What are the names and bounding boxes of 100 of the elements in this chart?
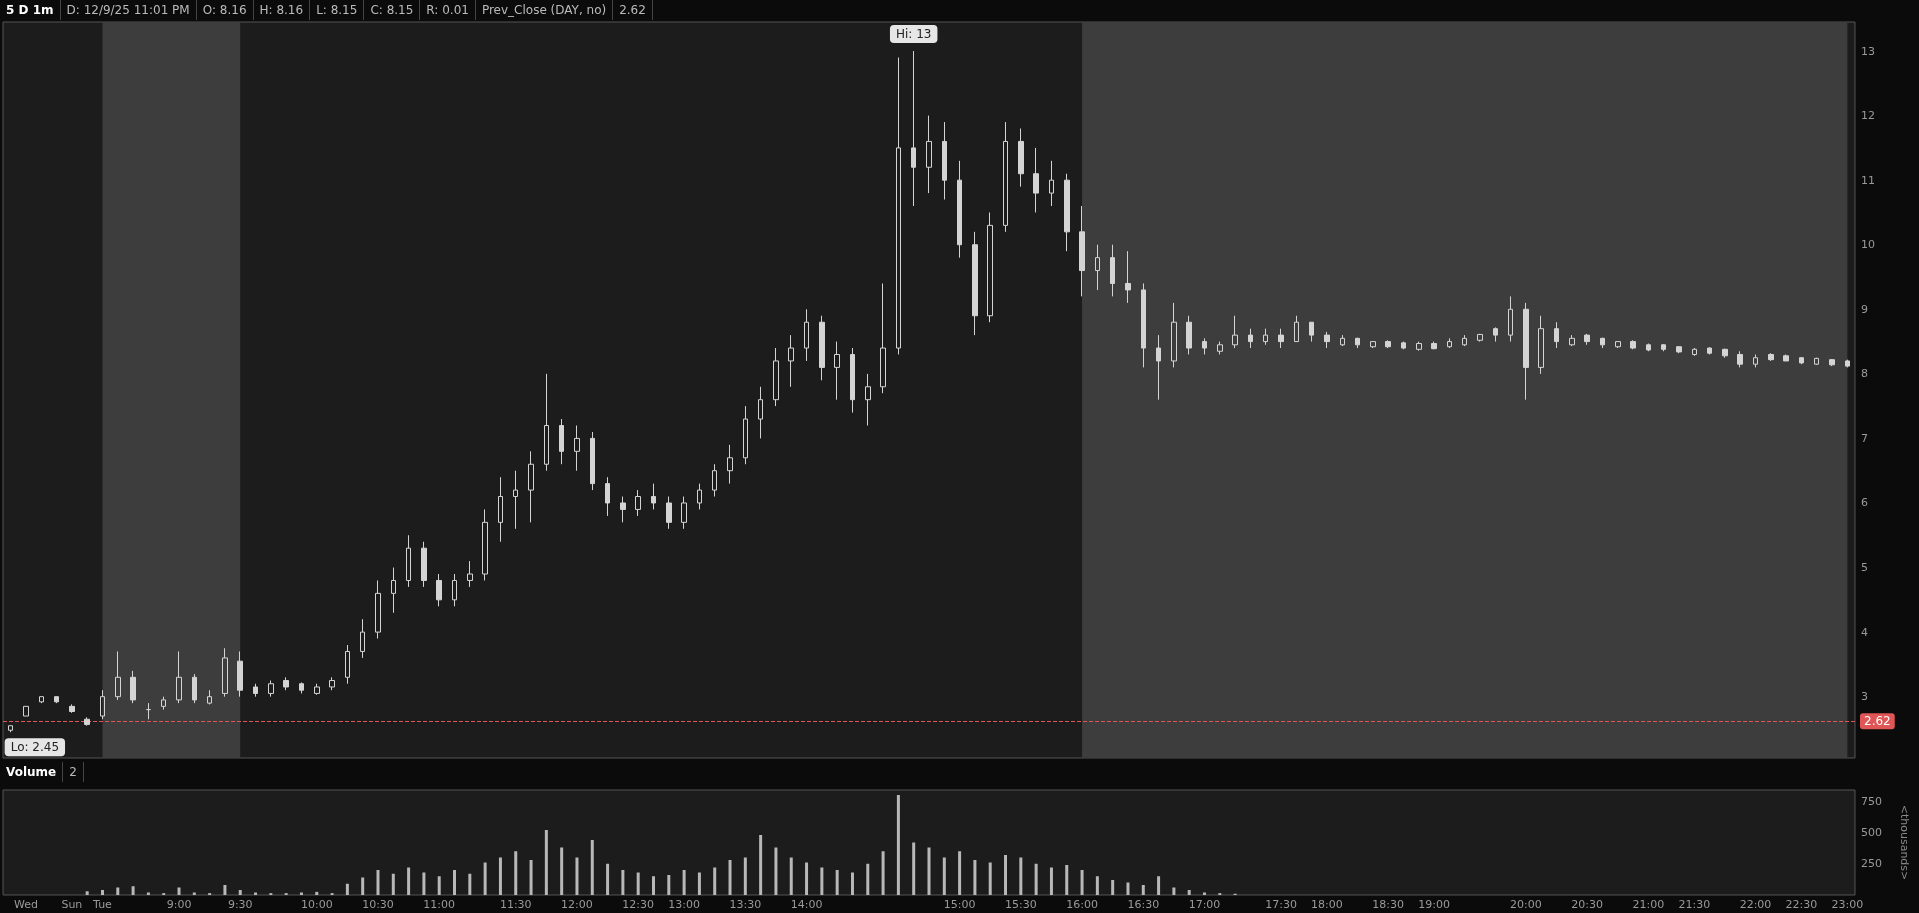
candlestick [84, 716, 90, 727]
bar [1111, 880, 1115, 895]
bar [529, 860, 533, 895]
text: 2.62 [613, 0, 653, 20]
candlestick [834, 341, 840, 401]
candlestick [1661, 343, 1666, 352]
x-tick-label: 10:30 [362, 898, 394, 911]
candlestick [743, 405, 748, 465]
text: 2 [63, 762, 84, 782]
candlestick [391, 567, 396, 614]
x-tick-label: 17:00 [1188, 898, 1221, 911]
bar [667, 875, 671, 895]
candlestick [1355, 337, 1360, 349]
bar [912, 842, 916, 895]
bar [1034, 863, 1038, 895]
candlestick [1156, 334, 1161, 401]
y-tick-label: 6 [1861, 496, 1868, 510]
candlestick [1095, 244, 1100, 291]
candlestick [176, 650, 182, 704]
candlestick [1783, 353, 1789, 362]
candlestick [1232, 315, 1238, 349]
candlestick [528, 450, 534, 523]
bar [483, 862, 487, 895]
candlestick [1722, 348, 1728, 359]
candlestick [436, 573, 442, 607]
candlestick [314, 683, 320, 696]
bar [1065, 865, 1069, 895]
candlestick [1278, 328, 1284, 349]
x-tick-label: 13:30 [729, 898, 762, 911]
bar [468, 873, 472, 895]
bar [1141, 885, 1145, 895]
candlestick [1248, 328, 1253, 349]
bar [636, 872, 640, 895]
y-tick-label: 12 [1861, 109, 1875, 123]
bar [759, 835, 763, 895]
bar [1049, 867, 1053, 895]
bar [85, 891, 89, 895]
text: H: 8.16 [253, 0, 311, 20]
candlestick [957, 160, 962, 259]
candlestick [605, 476, 610, 517]
bar [116, 887, 120, 895]
candlestick [1079, 205, 1085, 297]
y-tick-label: 11 [1861, 173, 1875, 187]
candlestick [1630, 339, 1636, 350]
candlestick [329, 676, 335, 691]
bar [514, 851, 518, 895]
candlestick [1033, 147, 1039, 213]
candlestick [1508, 295, 1513, 343]
candlestick [237, 650, 243, 698]
candlestick [1416, 341, 1422, 352]
x-tick-label: 15:00 [943, 898, 976, 911]
candlestick [1477, 333, 1483, 343]
candlestick [8, 725, 13, 733]
bar [575, 857, 579, 895]
x-tick-label: Sun [61, 898, 83, 911]
bar [820, 867, 824, 895]
x-tick-label: 23:00 [1831, 898, 1864, 911]
candlestick [880, 282, 886, 394]
y-tick-label: 750 [1861, 794, 1882, 808]
bar [866, 863, 870, 895]
bar [743, 857, 747, 895]
bar [728, 860, 732, 895]
x-tick-label: 19:00 [1418, 898, 1450, 911]
candlestick [620, 496, 626, 523]
candlestick [788, 334, 794, 388]
candlestick [222, 647, 228, 698]
candlestick [23, 705, 29, 717]
bar [973, 860, 977, 895]
y-tick-label: 8 [1861, 367, 1868, 381]
x-tick-label: 18:30 [1372, 898, 1405, 911]
candlestick [345, 644, 350, 685]
candlestick [1646, 343, 1651, 352]
x-tick-label: 13:00 [668, 898, 700, 911]
candlestick [773, 347, 779, 407]
candlestick [482, 508, 488, 581]
candlestick [406, 534, 411, 588]
candlestick [1554, 321, 1559, 349]
candlestick [130, 670, 136, 704]
bar [789, 857, 793, 895]
y-tick-label: 9 [1861, 302, 1868, 316]
candlestick [1569, 334, 1575, 347]
candlestick [1003, 121, 1008, 233]
bar [391, 873, 395, 895]
bar [606, 863, 610, 895]
candlestick [1584, 333, 1590, 346]
y-tick-label: 500 [1861, 826, 1882, 839]
candlestick [1707, 346, 1712, 355]
candlestick [574, 425, 580, 472]
bar [498, 857, 502, 895]
candlestick [39, 696, 44, 704]
bar [223, 885, 227, 895]
candlestick [192, 673, 197, 704]
x-tick-label: 17:30 [1265, 898, 1297, 911]
bar [835, 870, 839, 895]
y-axis-title: <thousands> [1898, 804, 1911, 881]
candlestick [758, 386, 763, 439]
candlestick [467, 560, 473, 588]
bar [1004, 855, 1008, 895]
candlestick [1049, 160, 1054, 207]
bar [850, 872, 854, 895]
